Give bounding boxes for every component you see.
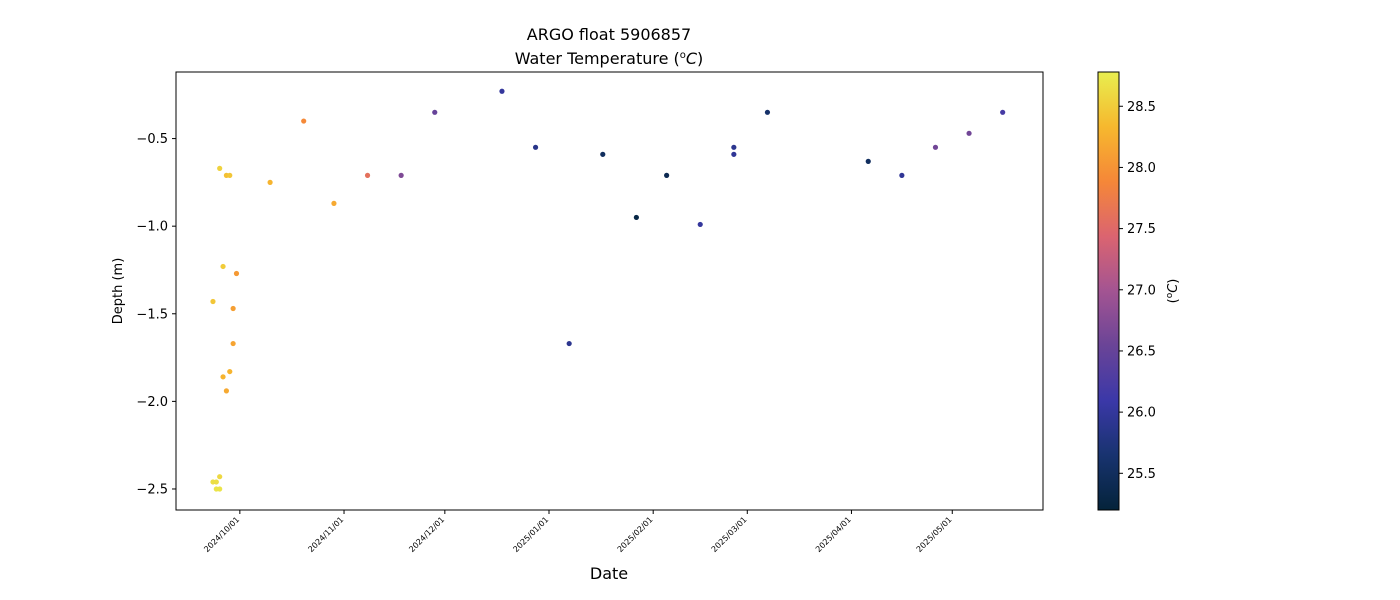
data-point	[267, 179, 273, 185]
chart-title-line1: ARGO float 5906857	[527, 25, 691, 44]
x-tick-label: 2025/02/01	[616, 515, 655, 554]
data-point	[230, 305, 236, 312]
data-point	[1000, 109, 1006, 115]
data-point	[227, 172, 233, 178]
data-point	[220, 374, 226, 380]
colorbar-tick-label: 25.5	[1127, 467, 1156, 482]
y-tick-label: −2.0	[136, 395, 168, 410]
x-tick-label: 2024/11/01	[306, 515, 345, 554]
y-axis: −0.5 −1.0 −1.5 −2.0 −2.5	[136, 132, 176, 497]
data-point	[364, 172, 371, 178]
data-point	[600, 151, 606, 157]
colorbar	[1097, 71, 1120, 511]
data-point	[731, 144, 737, 150]
y-tick-label: −0.5	[136, 132, 168, 147]
x-tick-label: 2025/03/01	[710, 515, 749, 554]
data-point	[301, 118, 307, 124]
colorbar-tick-label: 28.5	[1127, 100, 1156, 115]
x-tick-label: 2025/04/01	[814, 515, 853, 554]
data-point	[566, 340, 572, 347]
y-tick-label: −1.5	[136, 307, 168, 322]
data-point	[731, 151, 737, 157]
data-point	[932, 144, 939, 150]
x-tick-label: 2025/05/01	[915, 515, 954, 554]
data-point	[432, 109, 438, 115]
colorbar-tick-label: 26.0	[1127, 406, 1156, 421]
y-axis-label: Depth (m)	[111, 258, 126, 325]
data-point	[633, 214, 639, 221]
data-point	[966, 130, 972, 136]
colorbar-label: (oC)	[1165, 279, 1181, 304]
data-point	[217, 486, 223, 492]
x-tick-label: 2025/01/01	[511, 515, 550, 554]
colorbar-tick-label: 26.5	[1127, 344, 1156, 359]
colorbar-tick-label: 28.0	[1127, 161, 1156, 176]
data-point	[233, 270, 240, 277]
data-point	[764, 109, 771, 115]
data-point	[532, 144, 539, 150]
data-point	[398, 172, 404, 178]
data-point	[899, 172, 905, 178]
x-tick-label: 2024/10/01	[202, 515, 241, 554]
y-tick-label: −1.0	[136, 220, 168, 235]
colorbar-tick-label: 27.0	[1127, 283, 1156, 298]
data-point	[217, 165, 223, 171]
scatter-points	[210, 88, 1006, 492]
data-point	[230, 340, 236, 347]
data-point	[331, 200, 337, 206]
data-point	[223, 388, 230, 394]
chart-title-line2: Water Temperature (oC)	[515, 49, 704, 68]
data-point	[697, 221, 703, 228]
colorbar-tick-label: 27.5	[1127, 222, 1156, 237]
x-axis: 2024/10/01 2024/11/01 2024/12/01 2025/01/01…	[202, 510, 954, 554]
data-point	[220, 263, 226, 270]
x-tick-label: 2024/12/01	[407, 515, 446, 554]
plot-area	[175, 71, 1044, 511]
data-point	[217, 474, 223, 480]
x-axis-label: Date	[590, 564, 628, 583]
data-point	[210, 298, 216, 305]
data-point	[499, 88, 505, 94]
data-point	[213, 479, 219, 485]
data-point	[664, 172, 670, 178]
y-tick-label: −2.5	[136, 482, 168, 497]
colorbar-ticks: 25.5 26.0 26.5 27.0 27.5 28.0 28.5	[1119, 100, 1156, 482]
data-point	[865, 158, 871, 164]
data-point	[227, 368, 233, 375]
